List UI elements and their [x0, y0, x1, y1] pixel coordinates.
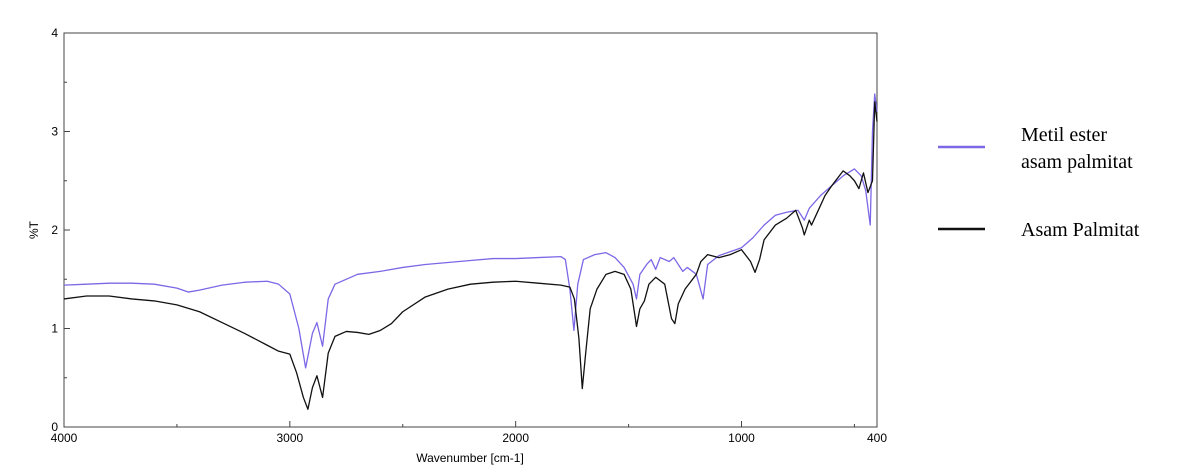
- series-layer: [63, 93, 878, 410]
- x-tick-label: 3000: [276, 431, 303, 445]
- x-tick-label: 1000: [728, 431, 755, 445]
- plot-frame: [63, 32, 878, 428]
- y-tick-label: 0: [51, 420, 58, 434]
- x-axis-label: Wavenumber [cm-1]: [416, 451, 524, 465]
- legend-label-metil-ester: Metil ester asam palmitat: [1021, 124, 1133, 173]
- y-tick-label: 3: [51, 125, 58, 139]
- y-axis-label: %T: [27, 220, 41, 239]
- y-tick-label: 1: [51, 322, 58, 336]
- series-line-metil-ester: [63, 93, 878, 369]
- x-tick-label: 2000: [502, 431, 529, 445]
- series-line-asam-palmitat: [63, 101, 878, 410]
- legend: Metil ester asam palmitat Asam Palmitat: [938, 124, 1140, 241]
- y-tick-label: 4: [51, 26, 58, 40]
- legend-label-asam-palmitat: Asam Palmitat: [1021, 219, 1140, 241]
- y-tick-label: 2: [51, 223, 58, 237]
- x-tick-label: 400: [867, 431, 887, 445]
- x-tick-label: 4000: [51, 431, 78, 445]
